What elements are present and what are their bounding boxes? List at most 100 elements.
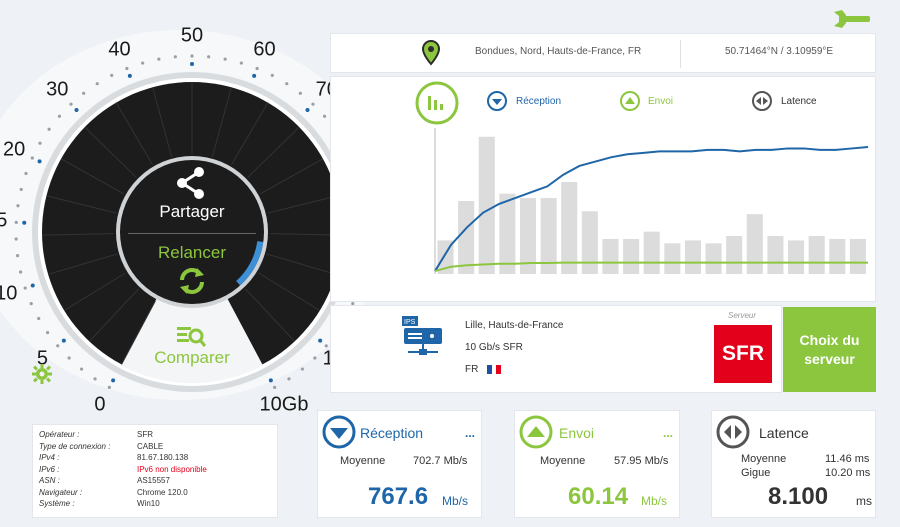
gauge-segment-line — [88, 288, 139, 342]
server-city: Lille, Hauts-de-France — [465, 320, 564, 331]
info-row: Type de connexion : CABLE — [39, 441, 271, 453]
legend-latence[interactable]: Latence — [781, 96, 817, 107]
compare-button[interactable]: Comparer — [154, 348, 230, 367]
info-value: Chrome 120.0 — [137, 487, 188, 497]
latence-icon — [716, 415, 750, 449]
legend-latence-arrow — [756, 97, 761, 105]
legend-reception[interactable]: Réception — [516, 96, 562, 107]
latence-value: 8.100 — [768, 483, 829, 510]
chart-bar — [808, 236, 825, 274]
gauge-progress-arc — [236, 241, 264, 286]
gauge-segment-line — [60, 158, 125, 195]
share-button[interactable]: Partager — [159, 202, 225, 221]
serveur-label: Serveur — [728, 311, 757, 320]
france-flag-icon — [487, 365, 502, 374]
gauge-segment-line — [121, 300, 156, 365]
gauge-tick-label: 10Gb — [259, 393, 309, 416]
gauge-tick-dot — [190, 54, 194, 58]
reception-unit: Mb/s — [442, 494, 469, 508]
gauge-segment-line — [42, 233, 115, 236]
gauge-tick-label: 15 — [0, 209, 8, 232]
server-country: FR — [465, 364, 479, 375]
compare-icon — [177, 327, 206, 347]
info-value: IPv6 non disponible — [137, 464, 207, 474]
info-key: Navigateur : — [39, 487, 83, 497]
refresh-icon[interactable] — [176, 266, 208, 296]
gauge-segment-line — [152, 87, 173, 157]
legend-envoi-arrow — [625, 97, 635, 104]
connection-info-card: Opérateur : SFR Type de connexion : CABLE IP… — [32, 424, 278, 518]
gauge-tick-dot — [110, 73, 114, 77]
gauge-segment-line — [247, 126, 300, 178]
chart-bar — [787, 240, 805, 274]
gauge-tick-marker — [37, 159, 42, 164]
info-row: IPv4 : 81.67.180.138 — [39, 452, 271, 464]
info-value: Win10 — [137, 499, 160, 508]
server-icon: IPS — [402, 316, 442, 355]
gauge-tick-dot — [239, 61, 243, 65]
bar-chart-icon-bar — [434, 100, 437, 110]
chart-bar — [499, 193, 516, 274]
speed-gauge — [14, 54, 370, 392]
gauge-tick-dot — [29, 301, 33, 306]
restart-button[interactable]: Relancer — [157, 243, 227, 262]
gauge-divider — [128, 233, 256, 234]
gauge-tick-dot — [19, 187, 23, 192]
gauge-segment-line — [267, 195, 338, 214]
gauge-segment-line — [245, 288, 296, 342]
gauge-tick-label: 40 — [108, 38, 131, 61]
gauge-tick-dot — [351, 301, 355, 306]
map-pin-icon — [422, 40, 440, 66]
envoi-more-button[interactable]: ... — [663, 426, 674, 440]
gauge-tick-marker — [30, 283, 35, 288]
info-row: Navigateur : Chrome 120.0 — [39, 487, 271, 499]
envoi-value: 60.14 — [568, 483, 629, 510]
gauge-tick-dot — [141, 61, 145, 65]
gauge-segment-line — [63, 272, 126, 312]
gauge-tick-marker — [318, 338, 323, 343]
gauge-tick-dot — [67, 356, 71, 360]
series-line-reception — [434, 145, 869, 272]
gauge-tick-dot — [270, 73, 274, 77]
gauge-tick-dot — [125, 66, 129, 71]
gauge-tick-dot — [311, 102, 315, 106]
info-key: IPv4 : — [39, 453, 60, 462]
info-value: 81.67.180.138 — [137, 453, 189, 462]
reception-avg-value: 702.7 Mb/s — [413, 455, 468, 467]
envoi-title: Envoi — [559, 425, 595, 441]
chart-bar — [540, 198, 557, 274]
latence-jitter-label: Gigue — [741, 467, 771, 479]
reception-more-button[interactable]: ... — [465, 426, 476, 440]
gauge-tick-dot — [255, 66, 259, 71]
info-value: AS15557 — [137, 476, 170, 485]
choose-server-button[interactable]: Choix du serveur — [783, 307, 876, 392]
gauge-tick-marker — [74, 107, 79, 112]
gauge-tick-dot — [207, 55, 211, 59]
gauge-tick-marker — [22, 220, 27, 225]
gauge-tick-label: 50 — [180, 24, 204, 47]
location-separator — [680, 40, 681, 68]
wrench-icon[interactable] — [832, 8, 872, 30]
gauge-tick-dot — [173, 55, 177, 59]
chart-bar — [602, 238, 619, 274]
gear-icon[interactable] — [32, 364, 52, 384]
chart-bar — [705, 243, 722, 274]
legend-latence-icon — [752, 91, 772, 111]
legend-envoi[interactable]: Envoi — [648, 96, 674, 107]
gauge-tick-dot — [82, 91, 86, 95]
gauge-tick-dot — [285, 82, 289, 86]
latence-avg-label: Moyenne — [741, 453, 787, 465]
gauge-tick-dot — [38, 141, 42, 145]
info-value: CABLE — [137, 441, 164, 451]
gauge-tick-dot — [324, 344, 328, 348]
gauge-inner-circle — [120, 160, 264, 304]
gauge-tick-dot — [23, 286, 27, 290]
info-key: Type de connexion : — [39, 441, 111, 451]
gauge-tick-dot — [313, 356, 317, 360]
reception-value: 767.6 — [368, 483, 429, 510]
gauge-tick-dot — [300, 367, 305, 371]
gauge-segment-line — [115, 102, 153, 165]
gauge-tick-dot — [223, 57, 227, 61]
chart-bar — [664, 243, 681, 274]
gauge-tick-dot — [47, 127, 51, 131]
